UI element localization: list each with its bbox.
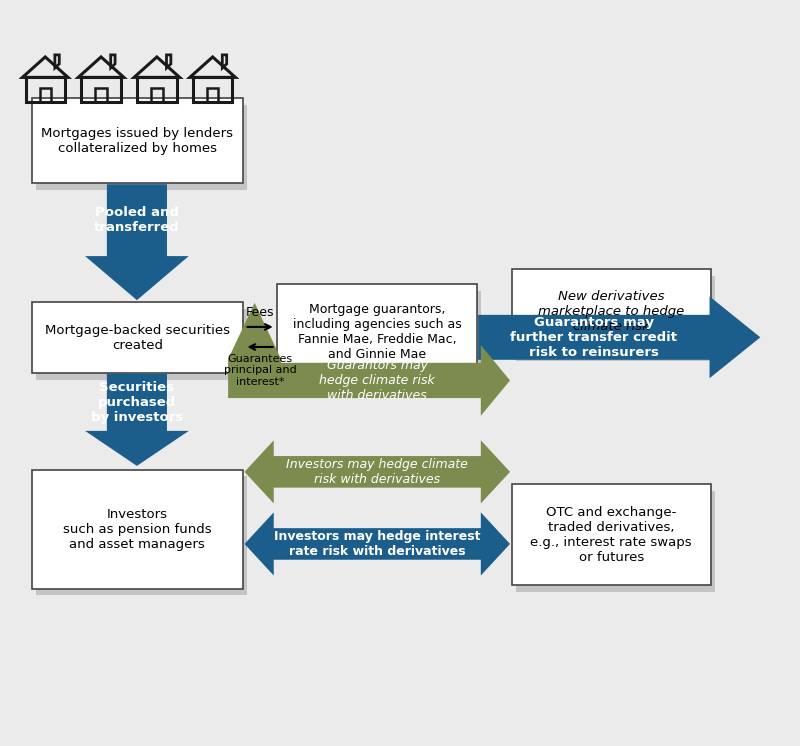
Text: Investors may hedge climate
risk with derivatives: Investors may hedge climate risk with de… [286, 458, 468, 486]
Polygon shape [228, 303, 510, 416]
Text: OTC and exchange-
traded derivatives,
e.g., interest rate swaps
or futures: OTC and exchange- traded derivatives, e.… [530, 506, 692, 564]
Polygon shape [85, 184, 189, 300]
Text: Investors
such as pension funds
and asset managers: Investors such as pension funds and asse… [63, 507, 212, 551]
Text: Guarantees
principal and
interest*: Guarantees principal and interest* [224, 354, 297, 387]
FancyBboxPatch shape [512, 484, 711, 585]
FancyBboxPatch shape [282, 290, 481, 387]
FancyBboxPatch shape [36, 309, 247, 380]
Text: Mortgages issued by lenders
collateralized by homes: Mortgages issued by lenders collateraliz… [42, 127, 234, 154]
Text: Mortgage guarantors,
including agencies such as
Fannie Mae, Freddie Mac,
and Gin: Mortgage guarantors, including agencies … [293, 303, 462, 361]
FancyBboxPatch shape [36, 476, 247, 595]
FancyBboxPatch shape [36, 104, 247, 190]
Text: Mortgage-backed securities
created: Mortgage-backed securities created [45, 324, 230, 351]
FancyBboxPatch shape [278, 283, 477, 380]
Text: Securities
purchased
by investors: Securities purchased by investors [90, 380, 183, 424]
FancyBboxPatch shape [515, 275, 715, 361]
FancyBboxPatch shape [32, 470, 243, 589]
FancyBboxPatch shape [512, 269, 711, 354]
FancyBboxPatch shape [515, 491, 715, 592]
Text: Pooled and
transferred: Pooled and transferred [94, 206, 180, 234]
Polygon shape [478, 296, 760, 378]
Text: Guarantors may
hedge climate risk
with derivatives: Guarantors may hedge climate risk with d… [319, 359, 435, 402]
Text: New derivatives
marketplace to hedge
climate risk: New derivatives marketplace to hedge cli… [538, 290, 684, 333]
FancyBboxPatch shape [32, 302, 243, 373]
Polygon shape [85, 374, 189, 466]
FancyBboxPatch shape [32, 98, 243, 184]
Text: Investors may hedge interest
rate risk with derivatives: Investors may hedge interest rate risk w… [274, 530, 481, 558]
Polygon shape [245, 513, 510, 575]
Polygon shape [245, 440, 510, 504]
Text: Fees: Fees [246, 307, 274, 319]
Text: Guarantors may
further transfer credit
risk to reinsurers: Guarantors may further transfer credit r… [510, 316, 678, 359]
